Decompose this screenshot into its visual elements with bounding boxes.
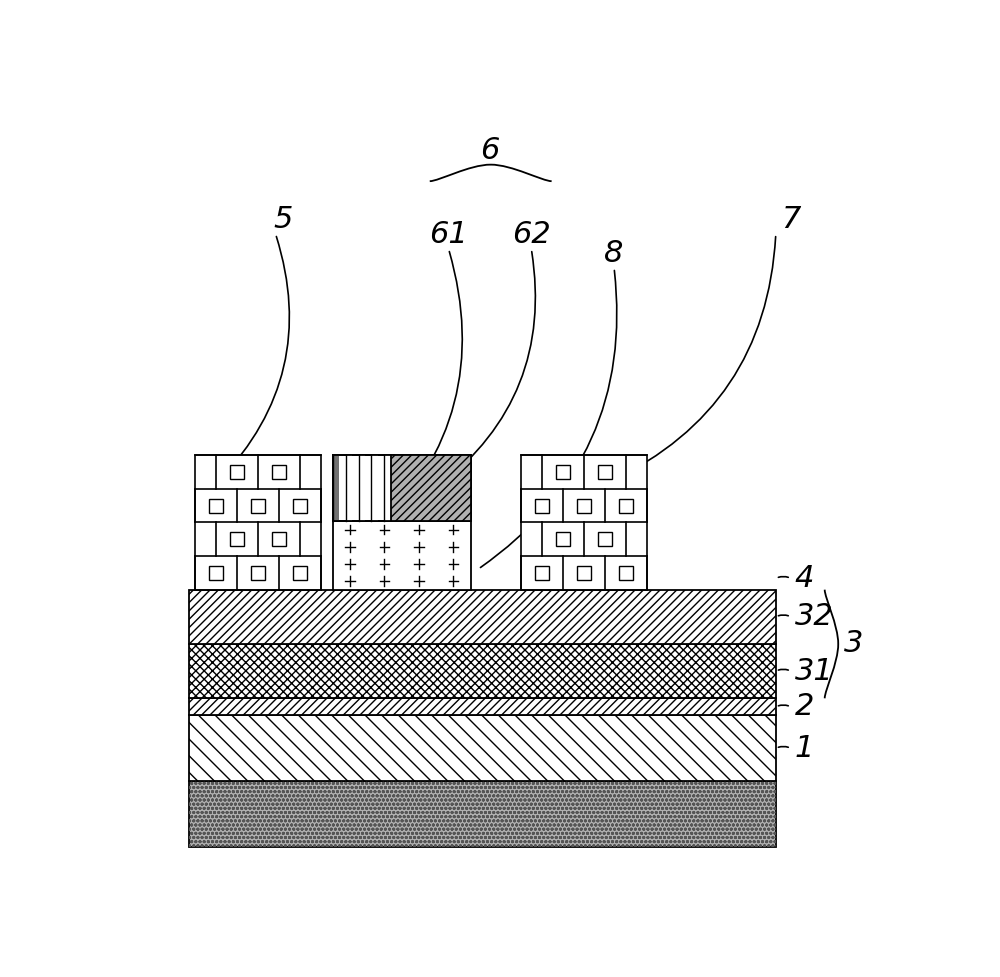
Bar: [195, 455, 321, 590]
Bar: [189, 644, 776, 699]
Bar: [577, 566, 591, 580]
Bar: [535, 566, 549, 580]
Bar: [577, 498, 591, 513]
Text: 6: 6: [480, 137, 500, 165]
Bar: [556, 532, 570, 546]
Bar: [293, 566, 307, 580]
Text: 3: 3: [844, 629, 863, 658]
Bar: [333, 455, 339, 521]
Bar: [272, 532, 286, 546]
Text: 7: 7: [781, 205, 801, 234]
Bar: [619, 498, 633, 513]
Bar: [272, 465, 286, 479]
Bar: [209, 566, 223, 580]
Bar: [189, 782, 776, 847]
Bar: [189, 699, 776, 715]
Text: 32: 32: [795, 603, 833, 631]
Bar: [535, 498, 549, 513]
Bar: [556, 465, 570, 479]
Text: 61: 61: [429, 220, 468, 249]
Bar: [371, 455, 378, 521]
Text: 4: 4: [795, 564, 814, 593]
Bar: [619, 566, 633, 580]
Bar: [230, 465, 244, 479]
Text: 31: 31: [795, 657, 833, 686]
Bar: [189, 782, 776, 847]
Bar: [391, 455, 471, 521]
Bar: [251, 566, 265, 580]
Bar: [346, 455, 352, 521]
Text: 62: 62: [512, 220, 551, 249]
Bar: [598, 465, 612, 479]
Text: 1: 1: [795, 734, 814, 763]
Bar: [359, 455, 365, 521]
Bar: [293, 498, 307, 513]
Bar: [209, 498, 223, 513]
Bar: [521, 455, 647, 590]
Text: 8: 8: [604, 238, 624, 268]
Bar: [189, 590, 776, 644]
Bar: [333, 521, 471, 590]
Text: 2: 2: [795, 693, 814, 721]
Text: 5: 5: [273, 205, 293, 234]
Bar: [189, 715, 776, 782]
Bar: [333, 455, 471, 521]
Bar: [598, 532, 612, 546]
Bar: [251, 498, 265, 513]
Bar: [230, 532, 244, 546]
Bar: [384, 455, 391, 521]
